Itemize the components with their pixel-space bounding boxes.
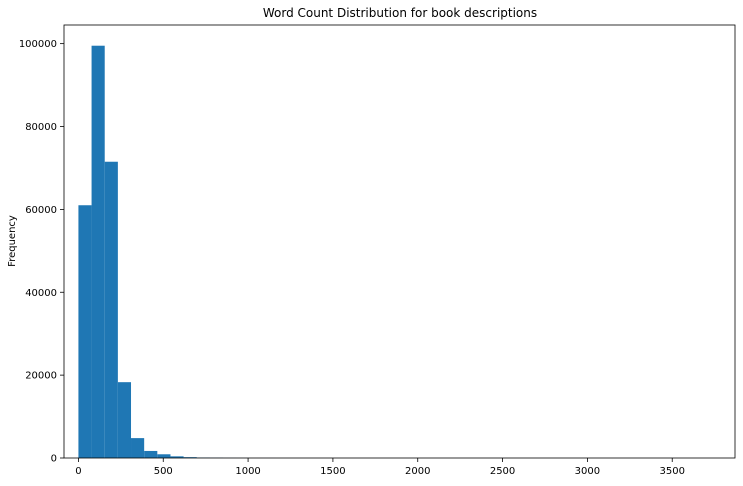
y-tick-label: 40000 xyxy=(25,288,57,299)
y-tick-label: 0 xyxy=(51,454,57,465)
histogram-bar xyxy=(144,451,157,458)
x-tick-label: 0 xyxy=(75,466,81,477)
x-tick-label: 2000 xyxy=(405,466,430,477)
histogram-bar xyxy=(105,162,118,458)
chart-title: Word Count Distribution for book descrip… xyxy=(263,6,537,20)
x-tick-label: 3000 xyxy=(575,466,600,477)
y-tick-label: 100000 xyxy=(19,39,57,50)
histogram-bar xyxy=(118,382,131,458)
histogram-bar xyxy=(92,46,105,458)
x-tick-label: 500 xyxy=(154,466,173,477)
y-tick-label: 60000 xyxy=(25,205,57,216)
x-tick-label: 1000 xyxy=(235,466,260,477)
y-tick-label: 80000 xyxy=(25,122,57,133)
histogram-bar xyxy=(78,205,91,458)
y-axis-label: Frequency xyxy=(7,215,18,267)
y-tick-label: 20000 xyxy=(25,371,57,382)
plot-frame xyxy=(64,25,735,458)
histogram-bar xyxy=(157,454,170,458)
x-ticks-layer: 0 500 1000 1500 2000 2500 3000 3500 xyxy=(75,458,685,477)
y-ticks-layer: 0 20000 40000 60000 80000 100000 xyxy=(19,39,64,464)
bars-layer xyxy=(78,46,275,458)
x-tick-label: 3500 xyxy=(659,466,684,477)
x-tick-label: 2500 xyxy=(490,466,515,477)
x-tick-label: 1500 xyxy=(320,466,345,477)
histogram-bar xyxy=(131,438,144,458)
